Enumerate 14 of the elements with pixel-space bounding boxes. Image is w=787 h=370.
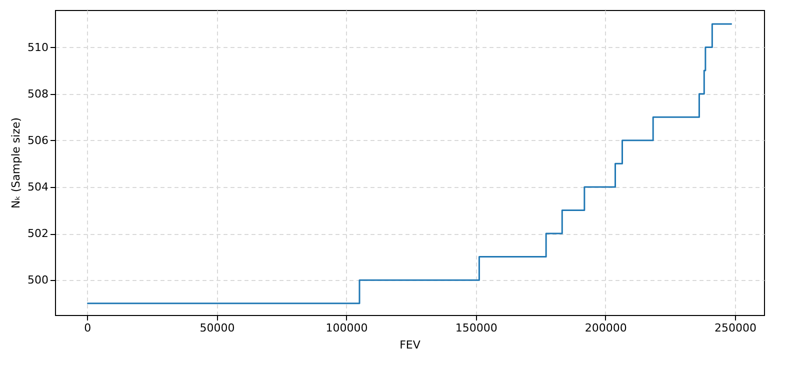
x-tick-label: 200000 bbox=[584, 322, 627, 334]
x-tick-label: 100000 bbox=[326, 322, 368, 334]
y-tick-label: 508 bbox=[28, 87, 48, 100]
y-tick-label: 502 bbox=[28, 227, 48, 240]
y-tick-label: 510 bbox=[28, 40, 48, 54]
y-tick-label: 506 bbox=[28, 134, 48, 147]
x-tick-label: 250000 bbox=[714, 322, 756, 334]
y-tick-label: 500 bbox=[28, 274, 48, 287]
y-tick-label: 504 bbox=[28, 180, 48, 194]
x-tick-label: 0 bbox=[84, 322, 92, 334]
x-tick-label: 50000 bbox=[200, 322, 235, 334]
x-axis-title: FEV bbox=[400, 338, 421, 352]
y-axis-title: Nₖ (Sample size) bbox=[10, 117, 23, 209]
x-tick-label: 150000 bbox=[455, 322, 498, 334]
